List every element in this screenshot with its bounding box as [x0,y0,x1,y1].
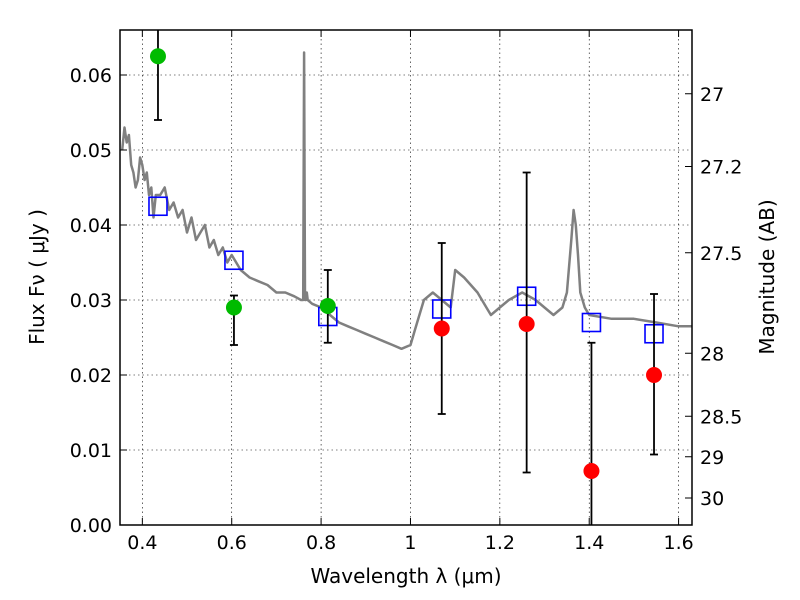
axis-ticks: 0.4 0.6 0.8 1 1.2 1.4 1.6 0.00 0.01 0.02 0.03 0.04 0… [70,30,742,554]
photometry-point [225,299,242,316]
photometry-point [319,298,336,314]
model-square-marker [148,196,168,217]
x-axis-title: Wavelength λ (μm) [310,564,501,588]
photometry-point [433,320,450,337]
grid-lines [120,30,692,526]
y-tick-label: 0.02 [70,365,112,387]
photometry-point [149,48,166,65]
photometry-point [646,367,663,383]
error-bars [148,30,664,525]
y-axis-title: Flux Fν ( μJy ) [25,209,49,345]
x-tick-label: 1.6 [663,532,693,554]
plot-area [120,51,692,351]
y2-tick-label: 29 [700,447,724,469]
x-tick-label: 0.8 [306,532,336,554]
y-tick-label: 0.05 [70,140,112,162]
y2-tick-label: 28.5 [700,406,742,428]
x-tick-label: 1.2 [485,532,515,554]
photometry-point [518,316,535,332]
y-tick-label: 0.06 [70,65,112,87]
y-tick-label: 0.03 [70,290,112,312]
y2-tick-label: 30 [700,488,724,510]
photometry-point [583,463,600,479]
spectrum-line [120,51,692,351]
y2-tick-label: 28 [700,343,724,365]
x-tick-label: 0.6 [217,532,247,554]
model-square-marker [224,250,244,271]
y-tick-label: 0.00 [70,515,112,537]
x-tick-label: 0.4 [127,532,157,554]
model-square-marker [581,312,602,333]
plot-frame [119,29,693,526]
y-tick-label: 0.04 [70,215,112,237]
x-tick-label: 1.4 [574,532,604,554]
x-tick-label: 1 [404,532,416,554]
y2-axis-title: Magnitude (AB) [755,199,779,354]
y2-tick-label: 27 [700,84,724,106]
y2-tick-label: 27.2 [700,157,742,179]
y-tick-label: 0.01 [70,440,112,462]
y2-tick-label: 27.5 [700,243,742,265]
